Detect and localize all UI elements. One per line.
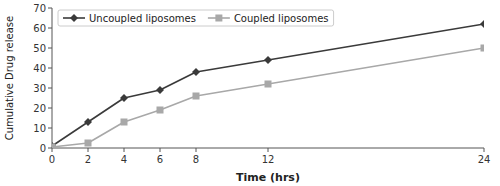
y-tick-label: 30 <box>33 83 46 94</box>
y-tick-label: 0 <box>40 143 46 154</box>
series-marker <box>84 118 92 126</box>
y-tick-label: 60 <box>33 23 46 34</box>
series-marker <box>193 93 200 100</box>
x-tick-label: 8 <box>193 154 199 165</box>
series-marker <box>121 119 128 126</box>
y-tick-label: 20 <box>33 103 46 114</box>
legend-marker <box>70 14 78 22</box>
series-marker <box>85 140 92 147</box>
y-tick <box>48 28 52 29</box>
x-tick-label: 0 <box>49 154 55 165</box>
x-tick <box>160 148 161 152</box>
y-tick <box>48 88 52 89</box>
plot-area <box>52 20 484 148</box>
series-line <box>52 24 484 146</box>
y-tick <box>48 68 52 69</box>
y-tick <box>48 8 52 9</box>
x-tick <box>88 148 89 152</box>
x-axis-label: Time (hrs) <box>236 171 300 184</box>
legend: Uncoupled liposomes Coupled liposomes <box>58 10 334 26</box>
y-tick-label: 10 <box>33 123 46 134</box>
x-tick-label: 6 <box>157 154 163 165</box>
series-marker <box>265 81 272 88</box>
x-tick-label: 2 <box>85 154 91 165</box>
y-tick-label: 50 <box>33 43 46 54</box>
x-tick <box>484 148 485 152</box>
y-axis-label: Cumulative Drug release <box>4 16 15 140</box>
y-tick <box>48 108 52 109</box>
x-tick-label: 24 <box>478 154 491 165</box>
series-marker <box>192 68 200 76</box>
legend-frame <box>58 10 334 26</box>
y-tick <box>48 148 52 149</box>
x-tick <box>124 148 125 152</box>
series-marker <box>481 45 485 52</box>
legend-marker <box>215 15 222 22</box>
legend-item: Uncoupled liposomes <box>63 13 196 24</box>
x-tick-label: 12 <box>262 154 275 165</box>
legend-label: Uncoupled liposomes <box>89 13 196 24</box>
chart-container: 024681224010203040506070Time (hrs)Cumula… <box>0 0 500 186</box>
x-tick-label: 4 <box>121 154 127 165</box>
series-marker <box>120 94 128 102</box>
y-tick <box>48 48 52 49</box>
series-marker <box>264 56 272 64</box>
series-marker <box>52 142 56 148</box>
series-marker <box>157 107 164 114</box>
x-tick <box>52 148 53 152</box>
legend-label: Coupled liposomes <box>234 13 329 24</box>
chart: 024681224010203040506070Time (hrs)Cumula… <box>0 0 500 186</box>
x-tick <box>268 148 269 152</box>
legend-item: Coupled liposomes <box>208 13 329 24</box>
series-line <box>52 48 484 147</box>
series-marker <box>156 86 164 94</box>
y-tick-label: 70 <box>33 3 46 14</box>
series-marker <box>52 144 56 149</box>
x-tick <box>196 148 197 152</box>
series-marker <box>480 20 484 28</box>
axes: 024681224010203040506070 <box>33 3 490 166</box>
y-tick-label: 40 <box>33 63 46 74</box>
y-axis-line <box>52 8 53 148</box>
y-tick <box>48 128 52 129</box>
